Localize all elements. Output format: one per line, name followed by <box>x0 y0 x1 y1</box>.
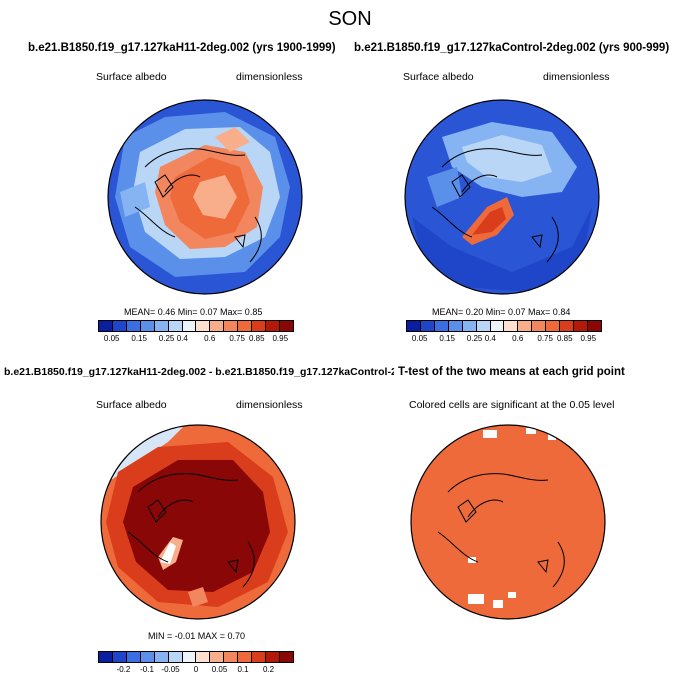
swatch <box>168 321 183 331</box>
ttest-significance-map <box>410 424 606 620</box>
swatch <box>518 321 533 331</box>
swatch <box>112 652 127 662</box>
swatch <box>546 321 561 331</box>
difference-panel-title: b.e21.B1850.f19_g17.127kaH11-2deg.002 - … <box>4 366 394 378</box>
case-variable-label: Surface albedo <box>96 71 167 83</box>
swatch <box>224 321 239 331</box>
swatch <box>587 321 601 331</box>
swatch <box>196 321 211 331</box>
tick-label: 0.75 <box>537 334 553 343</box>
swatch <box>279 321 293 331</box>
control-colorbar: 0.05 0.15 0.25 0.4 0.6 0.75 0.85 0.95 <box>406 320 602 344</box>
swatch <box>574 321 588 331</box>
swatch <box>462 321 477 331</box>
swatch <box>266 321 280 331</box>
tick-label: 0.05 <box>103 334 120 343</box>
tick-label: 0.05 <box>211 665 228 674</box>
swatch <box>182 652 197 662</box>
tick-label: 0.95 <box>580 334 597 343</box>
swatch <box>196 652 211 662</box>
swatch <box>504 321 519 331</box>
tick-label: 0.05 <box>411 334 428 343</box>
colorbar-swatches <box>98 320 294 332</box>
swatch <box>126 321 141 331</box>
tick-label: 0.2 <box>262 665 275 674</box>
case-colorbar: 0.05 0.15 0.25 0.4 0.6 0.75 0.85 0.95 <box>98 320 294 344</box>
tick-label: -0.1 <box>140 665 154 674</box>
difference-stats: MIN = -0.01 MAX = 0.70 <box>148 631 246 641</box>
case-units-label: dimensionless <box>236 71 303 83</box>
tick-label: 0.15 <box>131 334 147 343</box>
swatch <box>126 652 141 662</box>
swatch <box>434 321 449 331</box>
difference-units-label: dimensionless <box>236 399 303 411</box>
swatch <box>279 652 293 662</box>
tick-label: 0.6 <box>512 334 524 343</box>
tick-label: 0.75 <box>229 334 245 343</box>
tick-label: 0.85 <box>248 334 265 343</box>
case-stats: MEAN= 0.46 Min= 0.07 Max= 0.85 <box>124 307 263 317</box>
colorbar-swatches <box>406 320 602 332</box>
case-panel-title: b.e21.B1850.f19_g17.127kaH11-2deg.002 (y… <box>28 42 336 54</box>
ttest-panel-title: T-test of the two means at each grid poi… <box>398 366 625 378</box>
tick-label: 0.15 <box>439 334 455 343</box>
swatch <box>154 652 169 662</box>
case-albedo-map <box>107 99 303 295</box>
difference-albedo-map <box>100 424 296 620</box>
swatch <box>168 652 183 662</box>
swatch <box>224 652 239 662</box>
tick-label: 0.85 <box>556 334 573 343</box>
tick-label: -0.2 <box>116 665 131 674</box>
control-stats: MEAN= 0.20 Min= 0.07 Max= 0.84 <box>432 307 571 317</box>
swatch <box>490 321 505 331</box>
tick-label: 0.6 <box>204 334 216 343</box>
swatch <box>252 321 267 331</box>
swatch <box>140 652 155 662</box>
swatch <box>407 321 421 331</box>
swatch <box>560 321 575 331</box>
tick-label: -0.05 <box>161 665 180 674</box>
tick-label: 0.95 <box>272 334 289 343</box>
swatch <box>99 652 113 662</box>
ttest-subtitle: Colored cells are significant at the 0.0… <box>409 399 615 411</box>
tick-label: 0 <box>193 665 199 674</box>
swatch <box>266 652 280 662</box>
swatch <box>182 321 197 331</box>
control-units-label: dimensionless <box>543 71 610 83</box>
swatch <box>238 652 253 662</box>
swatch <box>476 321 491 331</box>
swatch <box>532 321 547 331</box>
tick-label: 0.4 <box>176 334 188 343</box>
swatch <box>210 652 225 662</box>
swatch <box>210 321 225 331</box>
tick-label: 0.25 <box>158 334 175 343</box>
tick-label: 0.1 <box>237 665 249 674</box>
swatch <box>448 321 463 331</box>
tick-label: 0.25 <box>466 334 483 343</box>
swatch <box>238 321 253 331</box>
difference-variable-label: Surface albedo <box>96 399 167 411</box>
colorbar-swatches <box>98 651 294 663</box>
control-albedo-map <box>404 99 600 295</box>
control-variable-label: Surface albedo <box>403 71 474 83</box>
figure-title: SON <box>328 8 372 30</box>
swatch <box>420 321 435 331</box>
swatch <box>140 321 155 331</box>
swatch <box>99 321 113 331</box>
swatch <box>112 321 127 331</box>
swatch <box>154 321 169 331</box>
difference-colorbar: -0.2 -0.1 -0.05 0 0.05 0.1 0.2 <box>98 651 294 675</box>
tick-label: 0.4 <box>484 334 496 343</box>
control-panel-title: b.e21.B1850.f19_g17.127kaControl-2deg.00… <box>354 42 670 54</box>
swatch <box>252 652 267 662</box>
